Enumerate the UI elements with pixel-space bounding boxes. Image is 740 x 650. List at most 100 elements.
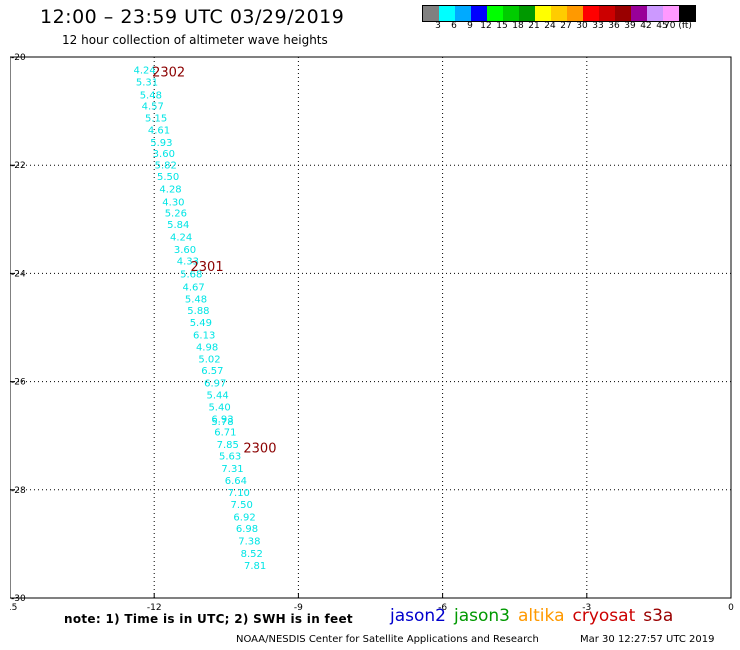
legend-label: 42 [640,21,652,31]
legend-label: 21 [528,21,540,31]
legend-label: 30 [576,21,588,31]
pass-time-label: 2301 [191,260,224,275]
legend-label: 33 [592,21,604,31]
wave-height-label: 7.81 [244,561,266,572]
wave-height-label: 5.40 [208,402,230,413]
wave-height-label: 4.57 [142,102,164,113]
wave-height-label: 5.49 [190,318,212,329]
legend-swatch-5 [503,6,519,21]
legend-labels: 3 6 9 12 15 18 21 24 27 30 33 36 39 42 45 70 (ft) [422,21,740,33]
wave-height-label: 5.50 [157,172,179,183]
wave-height-label: 3.60 [153,149,175,160]
legend-swatch-1 [439,6,455,21]
wave-height-label: 7.50 [231,500,253,511]
wave-height-label: 6.98 [236,524,258,535]
legend-label: 15 [496,21,508,31]
map-subtitle: 12 hour collection of altimeter wave hei… [62,33,328,47]
lon-tick-label: -3 [582,603,591,610]
legend-swatch-7 [535,6,551,21]
legend-swatch-3 [471,6,487,21]
lat-tick-label: -22 [11,161,26,171]
wave-height-label: 5.31 [136,77,158,88]
wave-height-label: 5.93 [150,138,172,149]
wave-height-label: 5.84 [167,220,189,231]
wave-height-label: 4.30 [162,197,184,208]
wave-height-label: 6.57 [201,366,223,377]
legend-label: 12 [480,21,492,31]
wave-height-color-legend [422,5,696,22]
wave-height-label: 4.98 [196,342,218,353]
legend-label: 24 [544,21,556,31]
lon-tick-label: -6 [438,603,447,610]
lat-tick-label: -24 [11,269,26,279]
wave-height-label: 5.02 [198,354,220,365]
pass-time-label: 2302 [152,66,185,81]
wave-height-label: 5.15 [145,114,167,125]
map-title: 12:00 – 23:59 UTC 03/29/2019 [40,6,345,28]
wave-height-label: 3.60 [174,245,196,256]
satellite-s3a: s3a [643,606,674,626]
wave-height-label: 5.48 [185,294,207,305]
wave-height-label: 5.44 [207,391,229,402]
wave-height-label: 6.93 [211,414,233,425]
wave-height-label: 4.24 [133,65,155,76]
lon-tick-label: -12 [147,603,162,610]
wave-height-label: 6.71 [214,427,236,438]
credit-text: NOAA/NESDIS Center for Satellite Applica… [236,634,539,645]
wave-height-label: 6.92 [233,512,255,523]
wave-height-label: 4.61 [148,125,170,136]
legend-swatch-11 [599,6,615,21]
legend-swatch-12 [615,6,631,21]
wave-height-label: 4.33 [177,256,199,267]
legend-swatch-16 [679,6,695,21]
legend-label: 45 [656,21,668,31]
legend-swatch-8 [551,6,567,21]
satellite-jason3: jason3 [454,606,510,626]
legend-swatch-6 [519,6,535,21]
legend-swatch-2 [455,6,471,21]
legend-label: 70 (ft) [664,21,692,31]
lon-tick-label: 0 [728,603,734,610]
pass-time-label: 2300 [243,442,276,457]
wave-height-label: 5.88 [187,306,209,317]
legend-label: 27 [560,21,572,31]
satellite-cryosat: cryosat [572,606,636,626]
wave-height-label: 6.64 [225,476,247,487]
legend-label: 3 [435,21,441,31]
map-frame [10,56,732,599]
wave-height-label: 4.24 [170,233,192,244]
legend-swatch-9 [567,6,583,21]
wave-height-label: 6.97 [204,379,226,390]
legend-swatch-13 [631,6,647,21]
satellite-legend: jason2 jason3 altika cryosat s3a [390,606,681,626]
satellite-altika: altika [518,606,565,626]
legend-label: 6 [451,21,457,31]
wave-height-label: 7.10 [228,488,250,499]
wave-height-label: 4.28 [159,184,181,195]
wave-height-label: 5.26 [165,208,187,219]
lat-tick-label: -30 [11,594,26,604]
generated-timestamp: Mar 30 12:27:57 UTC 2019 [580,634,715,645]
wave-height-label: 4.67 [182,282,204,293]
units-note: note: 1) Time is in UTC; 2) SWH is in fe… [64,612,353,626]
legend-swatch-15 [663,6,679,21]
wave-height-label: 5.48 [140,90,162,101]
lat-tick-label: -26 [11,378,26,388]
altimeter-map: -15-12-9-6-30-20-22-24-26-28-304.245.315… [10,53,734,610]
legend-swatch-10 [583,6,599,21]
wave-height-label: 5.78 [211,417,233,428]
wave-height-label: 5.68 [180,269,202,280]
legend-label: 18 [512,21,524,31]
lat-tick-label: -28 [11,486,26,496]
wave-height-label: 7.38 [238,537,260,548]
wave-height-label: 5.63 [219,452,241,463]
wave-height-label: 5.82 [155,161,177,172]
wave-height-label: 8.52 [241,549,263,560]
wave-height-label: 6.13 [193,331,215,342]
wave-height-label: 7.31 [221,464,243,475]
legend-swatch-0 [423,6,439,21]
satellite-jason2: jason2 [390,606,446,626]
lat-tick-label: -20 [11,53,26,63]
legend-label: 9 [467,21,473,31]
lon-tick-label: -15 [10,603,17,610]
